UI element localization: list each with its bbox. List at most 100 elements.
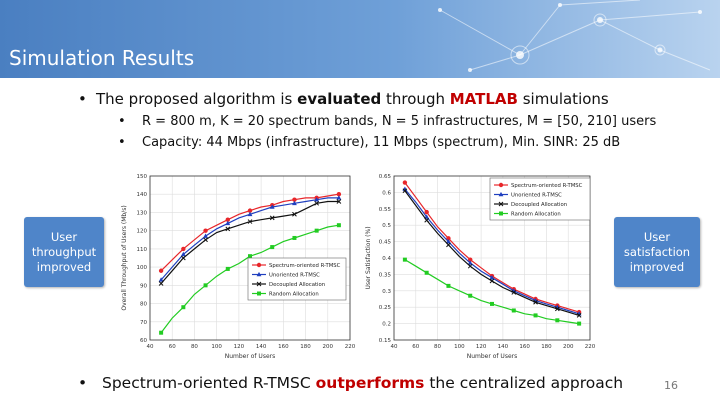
- legend-label: Unoriented R-TMSC: [511, 193, 562, 199]
- data-point: [247, 211, 253, 217]
- bullet-dot: •: [118, 135, 126, 150]
- data-point: [511, 308, 516, 313]
- legend: Spectrum-oriented R-TMSC Unoriented R-TMS…: [247, 257, 347, 301]
- x-tick-label: 100: [211, 344, 222, 350]
- y-tick-label: 90: [140, 283, 147, 289]
- data-point: [292, 200, 297, 206]
- series: [159, 223, 341, 335]
- x-tick-label: 200: [323, 344, 334, 350]
- data-point: [292, 197, 297, 202]
- bullet-text: through: [381, 90, 450, 108]
- legend-label: Spectrum-oriented R-TMSC: [269, 263, 341, 269]
- data-point: [446, 239, 451, 244]
- x-tick-label: 180: [300, 344, 311, 350]
- data-point: [248, 254, 252, 259]
- y-tick-label: 0.65: [379, 174, 392, 180]
- y-tick-label: 0.25: [379, 305, 392, 311]
- series: [402, 188, 582, 318]
- data-point: [336, 195, 342, 200]
- data-point: [533, 313, 538, 318]
- x-tick-label: 60: [169, 344, 176, 350]
- bullet-highlight: MATLAB: [449, 90, 518, 108]
- y-tick-label: 0.45: [379, 240, 392, 246]
- legend-label: Unoriented R-TMSC: [269, 273, 320, 279]
- data-point: [336, 192, 342, 197]
- data-point: [424, 209, 429, 215]
- data-point: [158, 277, 164, 282]
- data-point: [554, 306, 560, 312]
- data-point: [498, 191, 504, 197]
- legend: Spectrum-oriented R-TMSC Unoriented R-TMS…: [489, 177, 591, 221]
- x-tick-label: 140: [498, 344, 509, 350]
- y-tick-label: 0.2: [382, 322, 391, 328]
- bullet-text: Spectrum-oriented R-TMSC: [102, 374, 316, 392]
- data-point: [467, 263, 473, 269]
- data-point: [446, 236, 451, 241]
- data-point: [225, 217, 230, 222]
- data-point: [225, 226, 231, 232]
- data-point: [446, 283, 451, 288]
- legend-label: Random Allocation: [269, 292, 319, 298]
- x-axis-label: Number of Users: [225, 353, 276, 360]
- y-tick-label: 80: [140, 302, 147, 308]
- data-point: [424, 217, 430, 223]
- data-point: [256, 281, 262, 287]
- data-point: [292, 211, 297, 217]
- data-point: [203, 233, 208, 238]
- data-point: [247, 219, 253, 224]
- series: [402, 257, 582, 326]
- y-tick-label: 0.6: [382, 190, 391, 196]
- data-point: [225, 266, 230, 271]
- data-point: [402, 180, 408, 185]
- callout-throughput: User throughput improved: [24, 217, 104, 287]
- x-tick-label: 220: [345, 344, 356, 350]
- data-point: [180, 255, 186, 261]
- data-point: [158, 268, 164, 273]
- bullet-text: The proposed algorithm is: [96, 90, 298, 108]
- sub-bullet: • Capacity: 44 Mbps (infrastructure), 11 …: [118, 135, 620, 150]
- sub-bullet-text: Capacity: 44 Mbps (infrastructure), 11 M…: [142, 135, 621, 150]
- bullet-highlight: outperforms: [315, 374, 425, 392]
- data-point: [247, 208, 253, 213]
- data-point: [203, 283, 208, 288]
- legend-label: Spectrum-oriented R-TMSC: [511, 183, 583, 189]
- y-tick-label: 0.55: [379, 207, 392, 213]
- data-point: [498, 201, 504, 207]
- series: [158, 195, 342, 282]
- y-tick-label: 110: [137, 247, 148, 253]
- network-decoration: [438, 0, 711, 72]
- data-point: [533, 299, 538, 305]
- data-point: [498, 182, 504, 188]
- data-point: [203, 228, 208, 233]
- y-tick-label: 0.35: [379, 272, 392, 278]
- y-axis-label: User Satisfaction (%): [365, 226, 372, 289]
- data-point: [314, 197, 320, 202]
- data-point: [257, 291, 261, 296]
- data-point: [402, 257, 407, 262]
- callout-satisfaction: User satisfaction improved: [614, 217, 700, 287]
- main-bullet: • The proposed algorithm is evaluated thr…: [78, 90, 609, 108]
- plot-frame: [393, 175, 591, 341]
- y-tick-label: 0.15: [379, 338, 392, 344]
- data-point: [314, 228, 319, 233]
- bullet-dot: •: [118, 114, 126, 129]
- data-point: [467, 260, 473, 265]
- y-tick-label: 100: [137, 265, 148, 271]
- data-point: [490, 301, 494, 306]
- y-tick-label: 150: [137, 174, 148, 180]
- y-axis-label: Overall Throughput of Users (Mb/s): [121, 205, 128, 310]
- data-point: [511, 290, 517, 295]
- series-line: [404, 259, 580, 325]
- bullet-text: the centralized approach: [424, 374, 624, 392]
- data-point: [256, 262, 262, 268]
- legend-label: Decoupled Allocation: [269, 282, 325, 288]
- y-tick-label: 140: [137, 192, 148, 198]
- data-point: [158, 281, 164, 286]
- y-tick-label: 0.5: [382, 223, 391, 229]
- x-tick-label: 80: [434, 344, 441, 350]
- data-point: [489, 275, 495, 280]
- x-tick-label: 220: [585, 344, 596, 350]
- data-point: [499, 211, 503, 216]
- x-tick-label: 80: [191, 344, 198, 350]
